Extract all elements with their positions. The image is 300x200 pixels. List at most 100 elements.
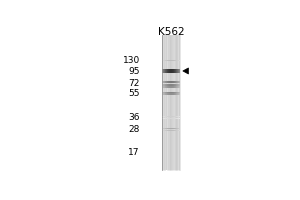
Bar — [168, 130, 169, 131]
Bar — [170, 93, 171, 95]
Bar — [172, 81, 173, 83]
Bar — [179, 81, 180, 83]
Bar — [170, 86, 171, 88]
Bar — [176, 116, 177, 117]
Bar — [173, 84, 174, 86]
Bar — [174, 92, 175, 93]
Bar — [168, 92, 169, 93]
Bar — [177, 84, 178, 86]
Bar — [167, 130, 168, 131]
Bar — [178, 60, 179, 61]
Bar — [176, 118, 177, 119]
Bar — [165, 84, 166, 86]
Bar — [175, 116, 176, 117]
Bar — [169, 116, 170, 117]
Bar — [172, 118, 173, 119]
Bar — [176, 60, 177, 61]
Bar — [168, 116, 169, 117]
Bar — [172, 118, 173, 119]
Bar — [178, 93, 179, 95]
Bar — [164, 69, 165, 73]
Bar — [173, 93, 174, 95]
Bar — [162, 86, 163, 88]
Bar — [163, 86, 164, 88]
Bar — [163, 118, 164, 119]
Bar — [174, 81, 175, 83]
Bar — [175, 92, 176, 93]
Bar — [171, 116, 172, 117]
Bar — [174, 84, 175, 86]
Bar — [177, 128, 178, 129]
Text: 55: 55 — [128, 89, 140, 98]
Bar — [163, 69, 164, 73]
Bar — [177, 118, 178, 119]
Bar — [174, 116, 175, 117]
Bar — [170, 84, 171, 86]
Bar — [162, 60, 163, 61]
Bar — [168, 118, 169, 119]
Bar — [172, 93, 173, 95]
Bar — [166, 118, 167, 119]
Bar — [164, 69, 165, 73]
Bar — [177, 69, 178, 73]
Bar — [168, 81, 169, 83]
Bar — [172, 84, 173, 86]
Bar — [172, 128, 173, 129]
Bar — [162, 84, 163, 86]
Bar — [173, 81, 174, 83]
Bar — [175, 128, 176, 129]
Bar — [178, 86, 179, 88]
Bar — [167, 69, 168, 73]
Bar — [176, 69, 177, 73]
Bar — [167, 92, 168, 93]
Bar — [175, 118, 176, 119]
Bar — [167, 128, 168, 129]
Bar — [177, 130, 178, 131]
Bar — [171, 128, 172, 129]
Bar — [172, 116, 173, 117]
Bar — [166, 130, 167, 131]
Bar — [163, 81, 164, 83]
Bar — [168, 128, 169, 129]
Bar — [169, 92, 170, 93]
Bar — [179, 69, 180, 73]
Bar — [170, 93, 171, 95]
Bar — [163, 60, 164, 61]
Bar — [170, 84, 171, 86]
Bar — [176, 81, 177, 83]
Bar — [169, 118, 170, 119]
Bar — [165, 92, 166, 93]
Bar — [177, 92, 178, 93]
Bar — [169, 60, 170, 61]
Bar — [175, 81, 176, 83]
Bar — [164, 128, 165, 129]
Text: 36: 36 — [128, 113, 140, 122]
Bar — [175, 128, 176, 129]
Bar — [167, 60, 168, 61]
Bar — [164, 92, 165, 93]
Bar — [168, 84, 169, 86]
Bar — [178, 116, 179, 117]
Bar — [174, 69, 175, 73]
Bar — [165, 93, 166, 95]
Bar — [162, 118, 163, 119]
Bar — [178, 118, 179, 119]
Bar — [170, 130, 171, 131]
Bar — [170, 60, 171, 61]
Bar — [178, 69, 179, 73]
Bar — [178, 81, 179, 83]
Bar — [178, 116, 179, 117]
Bar — [168, 69, 169, 73]
Bar — [176, 130, 177, 131]
Bar — [165, 116, 166, 117]
Bar — [162, 81, 163, 83]
Bar — [175, 69, 176, 73]
Bar — [176, 86, 177, 88]
Bar — [172, 130, 173, 131]
Bar — [164, 93, 165, 95]
Bar — [179, 60, 180, 61]
Bar — [163, 93, 164, 95]
Bar — [178, 128, 179, 129]
Bar — [175, 69, 176, 73]
Bar — [171, 84, 172, 86]
